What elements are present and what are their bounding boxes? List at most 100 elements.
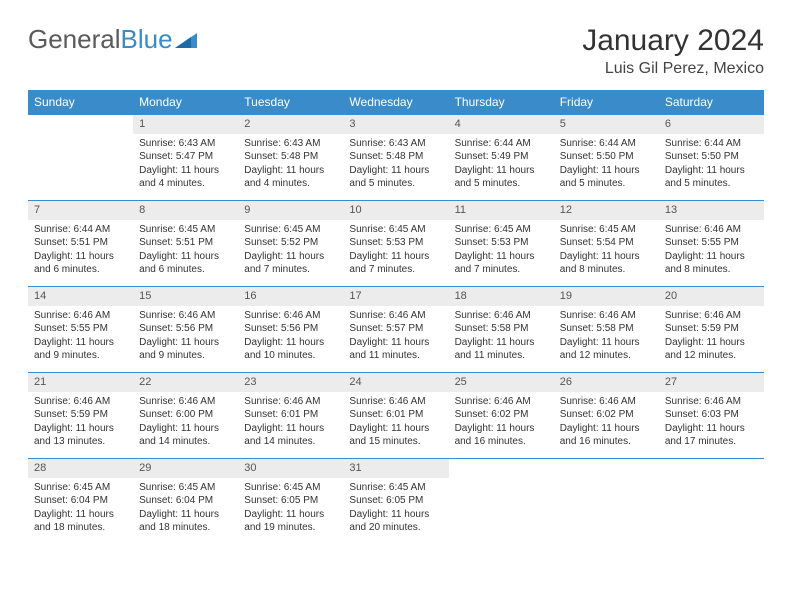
day-content: Sunrise: 6:43 AMSunset: 5:48 PMDaylight:… <box>343 134 448 195</box>
sunrise-text: Sunrise: 6:46 AM <box>349 395 442 409</box>
calendar-day-cell: 10Sunrise: 6:45 AMSunset: 5:53 PMDayligh… <box>343 201 448 287</box>
daylight-text: Daylight: 11 hours and 17 minutes. <box>665 422 758 449</box>
daylight-text: Daylight: 11 hours and 5 minutes. <box>349 164 442 191</box>
sunset-text: Sunset: 5:53 PM <box>349 236 442 250</box>
calendar-day-cell: 30Sunrise: 6:45 AMSunset: 6:05 PMDayligh… <box>238 459 343 545</box>
day-content: Sunrise: 6:45 AMSunset: 6:05 PMDaylight:… <box>238 478 343 539</box>
calendar-body: 1Sunrise: 6:43 AMSunset: 5:47 PMDaylight… <box>28 115 764 545</box>
day-content: Sunrise: 6:46 AMSunset: 5:57 PMDaylight:… <box>343 306 448 367</box>
calendar-day-cell: 16Sunrise: 6:46 AMSunset: 5:56 PMDayligh… <box>238 287 343 373</box>
daylight-text: Daylight: 11 hours and 16 minutes. <box>455 422 548 449</box>
day-content: Sunrise: 6:46 AMSunset: 6:02 PMDaylight:… <box>449 392 554 453</box>
title-block: January 2024 Luis Gil Perez, Mexico <box>582 24 764 78</box>
sunrise-text: Sunrise: 6:45 AM <box>349 481 442 495</box>
day-content: Sunrise: 6:46 AMSunset: 6:01 PMDaylight:… <box>238 392 343 453</box>
sunset-text: Sunset: 5:50 PM <box>665 150 758 164</box>
daylight-text: Daylight: 11 hours and 8 minutes. <box>665 250 758 277</box>
day-content: Sunrise: 6:45 AMSunset: 6:04 PMDaylight:… <box>133 478 238 539</box>
sunset-text: Sunset: 6:02 PM <box>455 408 548 422</box>
sunrise-text: Sunrise: 6:45 AM <box>34 481 127 495</box>
day-number: 27 <box>659 373 764 392</box>
sunset-text: Sunset: 5:59 PM <box>665 322 758 336</box>
calendar-day-cell <box>659 459 764 545</box>
calendar-day-cell: 29Sunrise: 6:45 AMSunset: 6:04 PMDayligh… <box>133 459 238 545</box>
day-number: 18 <box>449 287 554 306</box>
day-number: 3 <box>343 115 448 134</box>
daylight-text: Daylight: 11 hours and 20 minutes. <box>349 508 442 535</box>
calendar-day-cell: 13Sunrise: 6:46 AMSunset: 5:55 PMDayligh… <box>659 201 764 287</box>
sunrise-text: Sunrise: 6:45 AM <box>244 223 337 237</box>
daylight-text: Daylight: 11 hours and 11 minutes. <box>349 336 442 363</box>
sunset-text: Sunset: 5:54 PM <box>560 236 653 250</box>
weekday-header: Friday <box>554 90 659 115</box>
weekday-header: Monday <box>133 90 238 115</box>
day-content: Sunrise: 6:45 AMSunset: 6:04 PMDaylight:… <box>28 478 133 539</box>
day-content: Sunrise: 6:45 AMSunset: 5:51 PMDaylight:… <box>133 220 238 281</box>
day-content: Sunrise: 6:46 AMSunset: 5:59 PMDaylight:… <box>28 392 133 453</box>
sunrise-text: Sunrise: 6:46 AM <box>34 395 127 409</box>
sunset-text: Sunset: 6:05 PM <box>349 494 442 508</box>
calendar-week-row: 28Sunrise: 6:45 AMSunset: 6:04 PMDayligh… <box>28 459 764 545</box>
day-content: Sunrise: 6:46 AMSunset: 6:03 PMDaylight:… <box>659 392 764 453</box>
day-number: 2 <box>238 115 343 134</box>
calendar-day-cell: 4Sunrise: 6:44 AMSunset: 5:49 PMDaylight… <box>449 115 554 201</box>
logo-icon <box>175 30 201 50</box>
daylight-text: Daylight: 11 hours and 5 minutes. <box>665 164 758 191</box>
calendar-day-cell: 26Sunrise: 6:46 AMSunset: 6:02 PMDayligh… <box>554 373 659 459</box>
sunset-text: Sunset: 5:51 PM <box>34 236 127 250</box>
sunrise-text: Sunrise: 6:46 AM <box>139 395 232 409</box>
day-number: 26 <box>554 373 659 392</box>
day-number: 17 <box>343 287 448 306</box>
sunrise-text: Sunrise: 6:43 AM <box>139 137 232 151</box>
sunset-text: Sunset: 6:04 PM <box>34 494 127 508</box>
day-content: Sunrise: 6:46 AMSunset: 6:02 PMDaylight:… <box>554 392 659 453</box>
weekday-header: Saturday <box>659 90 764 115</box>
daylight-text: Daylight: 11 hours and 10 minutes. <box>244 336 337 363</box>
calendar-day-cell: 11Sunrise: 6:45 AMSunset: 5:53 PMDayligh… <box>449 201 554 287</box>
daylight-text: Daylight: 11 hours and 13 minutes. <box>34 422 127 449</box>
calendar-day-cell: 18Sunrise: 6:46 AMSunset: 5:58 PMDayligh… <box>449 287 554 373</box>
calendar-day-cell: 25Sunrise: 6:46 AMSunset: 6:02 PMDayligh… <box>449 373 554 459</box>
sunrise-text: Sunrise: 6:46 AM <box>455 309 548 323</box>
day-number: 23 <box>238 373 343 392</box>
sunset-text: Sunset: 6:02 PM <box>560 408 653 422</box>
header: GeneralBlue January 2024 Luis Gil Perez,… <box>28 24 764 78</box>
day-number: 20 <box>659 287 764 306</box>
day-content: Sunrise: 6:46 AMSunset: 5:58 PMDaylight:… <box>449 306 554 367</box>
daylight-text: Daylight: 11 hours and 9 minutes. <box>34 336 127 363</box>
calendar-day-cell: 9 Sunrise: 6:45 AMSunset: 5:52 PMDaylight… <box>238 201 343 287</box>
daylight-text: Daylight: 11 hours and 4 minutes. <box>244 164 337 191</box>
daylight-text: Daylight: 11 hours and 7 minutes. <box>244 250 337 277</box>
sunset-text: Sunset: 6:05 PM <box>244 494 337 508</box>
calendar-day-cell: 5Sunrise: 6:44 AMSunset: 5:50 PMDaylight… <box>554 115 659 201</box>
calendar-day-cell: 12Sunrise: 6:45 AMSunset: 5:54 PMDayligh… <box>554 201 659 287</box>
daylight-text: Daylight: 11 hours and 9 minutes. <box>139 336 232 363</box>
sunset-text: Sunset: 6:01 PM <box>349 408 442 422</box>
day-content: Sunrise: 6:44 AMSunset: 5:50 PMDaylight:… <box>554 134 659 195</box>
weekday-header: Sunday <box>28 90 133 115</box>
sunrise-text: Sunrise: 6:46 AM <box>665 223 758 237</box>
sunrise-text: Sunrise: 6:45 AM <box>349 223 442 237</box>
sunrise-text: Sunrise: 6:43 AM <box>244 137 337 151</box>
sunrise-text: Sunrise: 6:46 AM <box>349 309 442 323</box>
calendar-day-cell: 15Sunrise: 6:46 AMSunset: 5:56 PMDayligh… <box>133 287 238 373</box>
daylight-text: Daylight: 11 hours and 7 minutes. <box>455 250 548 277</box>
sunset-text: Sunset: 5:57 PM <box>349 322 442 336</box>
sunset-text: Sunset: 5:52 PM <box>244 236 337 250</box>
sunrise-text: Sunrise: 6:44 AM <box>455 137 548 151</box>
calendar-day-cell: 6Sunrise: 6:44 AMSunset: 5:50 PMDaylight… <box>659 115 764 201</box>
sunset-text: Sunset: 5:58 PM <box>455 322 548 336</box>
sunset-text: Sunset: 5:55 PM <box>34 322 127 336</box>
location: Luis Gil Perez, Mexico <box>582 60 764 78</box>
calendar-day-cell: 21Sunrise: 6:46 AMSunset: 5:59 PMDayligh… <box>28 373 133 459</box>
sunrise-text: Sunrise: 6:46 AM <box>139 309 232 323</box>
sunset-text: Sunset: 6:00 PM <box>139 408 232 422</box>
day-content: Sunrise: 6:45 AMSunset: 5:54 PMDaylight:… <box>554 220 659 281</box>
daylight-text: Daylight: 11 hours and 6 minutes. <box>34 250 127 277</box>
daylight-text: Daylight: 11 hours and 4 minutes. <box>139 164 232 191</box>
day-number: 9 <box>238 201 343 220</box>
sunset-text: Sunset: 5:50 PM <box>560 150 653 164</box>
calendar-day-cell: 23Sunrise: 6:46 AMSunset: 6:01 PMDayligh… <box>238 373 343 459</box>
day-content: Sunrise: 6:44 AMSunset: 5:50 PMDaylight:… <box>659 134 764 195</box>
calendar-day-cell: 17Sunrise: 6:46 AMSunset: 5:57 PMDayligh… <box>343 287 448 373</box>
